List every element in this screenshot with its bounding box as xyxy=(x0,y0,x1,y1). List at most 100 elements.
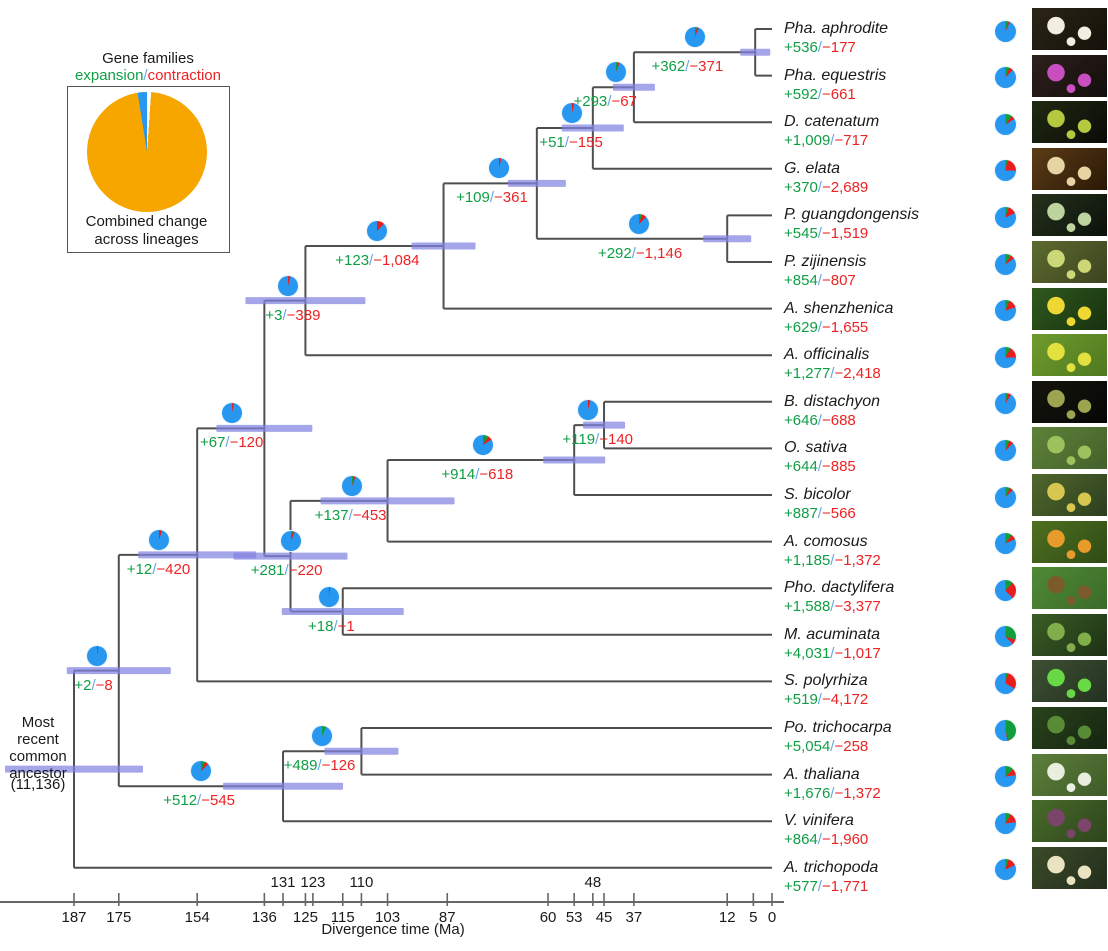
species-photo xyxy=(1031,706,1108,750)
species-name: A. thaliana xyxy=(784,765,860,783)
species-values: +5,054/−258 xyxy=(784,738,869,755)
node-ci-bar xyxy=(5,765,144,773)
axis-tick-label-above: 110 xyxy=(349,874,374,891)
node-ci-bar xyxy=(561,124,624,132)
node-label: +293/−67 xyxy=(573,93,637,111)
species-values: +1,588/−3,377 xyxy=(784,598,881,616)
node-label: +123/−1,084 xyxy=(335,251,420,269)
species-photo xyxy=(1031,53,1108,98)
node-ci-bar xyxy=(281,608,404,615)
axis-tick-label: 136 xyxy=(251,909,277,926)
species-photo xyxy=(1031,240,1108,284)
axis-tick-label: 175 xyxy=(106,909,132,926)
species-pie xyxy=(993,811,1017,835)
node-ci-bar xyxy=(507,179,566,187)
species-pie xyxy=(993,205,1017,229)
species-photo xyxy=(1031,379,1108,424)
species-values: +370/−2,689 xyxy=(784,178,869,196)
node-label: +12/−420 xyxy=(126,560,191,578)
node-ci-bar xyxy=(411,242,476,250)
species-pie xyxy=(993,112,1017,136)
node-ci-bar xyxy=(324,747,399,755)
node-ci-bar xyxy=(216,424,313,432)
legend-box: Combined change across lineages xyxy=(67,86,230,253)
species-values: +1,676/−1,372 xyxy=(784,784,881,802)
species-name: Pho. dactylifera xyxy=(784,579,895,597)
species-pie xyxy=(993,299,1017,323)
node-pie xyxy=(148,528,171,551)
node-label: +67/−120 xyxy=(199,434,264,452)
node-ci-bar xyxy=(233,552,348,560)
node-pie xyxy=(365,219,388,242)
axis-tick-label-above: 131 xyxy=(270,874,296,891)
species-values: +577/−1,771 xyxy=(784,877,869,895)
axis-tick-label: 187 xyxy=(61,909,87,926)
axis-tick-label-above: 48 xyxy=(584,874,602,891)
species-pie xyxy=(993,252,1017,276)
species-photo xyxy=(1031,100,1108,145)
node-label: +281/−220 xyxy=(250,562,323,580)
species-pie xyxy=(993,671,1017,695)
species-name: S. bicolor xyxy=(784,486,851,503)
species-values: +629/−1,655 xyxy=(784,318,869,336)
legend-expansion-label: expansion xyxy=(75,67,144,84)
species-pie xyxy=(993,159,1017,183)
node-pie xyxy=(317,585,340,608)
mrca-gene-family-count: (11,136) xyxy=(10,776,66,793)
species-name: Pha. aphrodite xyxy=(784,20,889,37)
node-pie xyxy=(684,26,707,49)
node-pie xyxy=(604,61,627,84)
species-values: +519/−4,172 xyxy=(784,691,869,709)
species-pie xyxy=(993,438,1017,462)
species-pie xyxy=(993,66,1017,90)
axis-tick-label: 60 xyxy=(539,909,557,926)
species-name: S. polyrhiza xyxy=(784,672,868,690)
axis-title: Divergence time (Ma) xyxy=(321,921,465,938)
node-pie xyxy=(85,644,108,667)
species-pie xyxy=(993,858,1017,882)
axis-tick-label: 53 xyxy=(565,909,583,926)
species-pie xyxy=(993,485,1017,509)
axis-tick-label: 103 xyxy=(375,909,401,926)
axis-tick-label: 37 xyxy=(625,909,643,926)
species-pie xyxy=(993,392,1017,416)
node-ci-bar xyxy=(223,782,344,790)
node-label: +137/−453 xyxy=(314,506,387,524)
node-ci-bar xyxy=(703,235,752,243)
node-pie xyxy=(487,157,510,180)
node-pie xyxy=(221,402,244,425)
species-photo xyxy=(1031,752,1108,797)
node-label: +2/−8 xyxy=(74,676,113,694)
node-label: +292/−1,146 xyxy=(597,244,683,262)
species-values: +864/−1,960 xyxy=(784,831,869,849)
node-label: +119/−140 xyxy=(562,431,634,449)
species-name: Po. trichocarpa xyxy=(784,719,892,736)
node-pie xyxy=(280,530,303,553)
node-pie xyxy=(190,760,213,783)
species-photo xyxy=(1031,659,1108,704)
species-name: P. guangdongensis xyxy=(784,206,919,224)
species-name: P. zijinensis xyxy=(784,253,867,270)
node-label: +914/−618 xyxy=(441,466,514,484)
species-pie xyxy=(993,718,1017,742)
node-pie xyxy=(277,274,300,297)
species-pie xyxy=(993,19,1017,43)
species-pie xyxy=(993,345,1017,369)
species-pie xyxy=(993,625,1017,649)
node-ci-bar xyxy=(740,48,771,56)
node-label: +51/−155 xyxy=(539,134,603,152)
species-values: +644/−885 xyxy=(784,458,856,476)
species-photo xyxy=(1031,519,1108,564)
species-values: +887/−566 xyxy=(784,505,856,522)
axis-tick-label: 115 xyxy=(330,909,355,926)
species-name: A. officinalis xyxy=(784,346,870,364)
axis-tick-label: 45 xyxy=(595,909,613,926)
species-pie xyxy=(993,578,1017,602)
node-pie xyxy=(577,399,600,422)
species-name: A. shenzhenica xyxy=(784,299,894,317)
node-ci-bar xyxy=(138,551,257,559)
species-values: +1,009/−717 xyxy=(784,132,869,150)
axis-tick-label: 125 xyxy=(292,909,318,926)
